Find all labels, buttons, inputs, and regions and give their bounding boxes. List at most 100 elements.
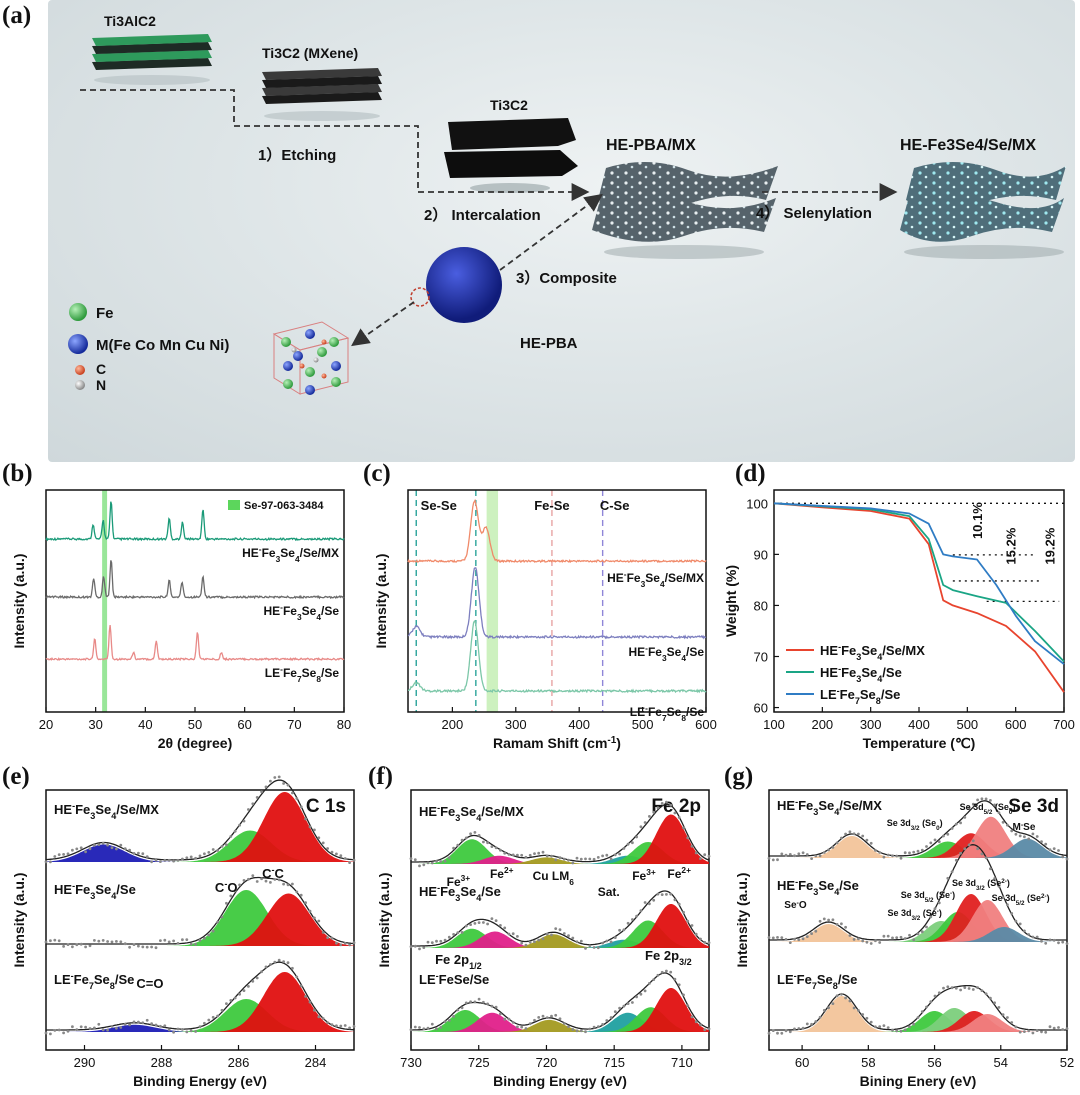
x-axis-title: Temperature (℃)	[863, 735, 976, 751]
data-point	[181, 1028, 184, 1031]
data-point	[1061, 855, 1065, 859]
data-point	[865, 940, 869, 944]
data-point	[537, 851, 541, 855]
fit-component	[46, 1024, 354, 1032]
data-point	[185, 938, 189, 941]
data-point	[304, 817, 307, 821]
data-point	[313, 916, 316, 920]
data-point	[579, 857, 583, 861]
data-point	[216, 1014, 220, 1018]
data-point	[942, 986, 945, 990]
data-point	[176, 858, 180, 862]
data-point	[874, 939, 877, 943]
data-point	[216, 849, 220, 852]
data-point	[571, 936, 575, 940]
data-point	[477, 921, 481, 924]
data-point	[503, 1017, 507, 1021]
data-point	[528, 1022, 532, 1026]
data-point	[554, 858, 558, 862]
synthesis-schematic: Ti3AlC2 Ti3C2 (MXene) Ti3C2 1）Etching 2）…	[48, 0, 1075, 462]
data-point	[891, 936, 894, 940]
data-point	[84, 1025, 87, 1029]
data-point	[1057, 1026, 1060, 1029]
data-point	[835, 923, 839, 926]
data-point	[844, 996, 847, 1000]
x-axis-title: 2θ (degree)	[158, 735, 232, 751]
data-point	[605, 1019, 609, 1022]
legend-label: HE-Fe3Se4/Se	[820, 664, 902, 684]
data-point	[137, 1020, 140, 1024]
data-point	[648, 902, 651, 906]
data-point	[456, 843, 460, 847]
data-point	[62, 853, 65, 856]
annotation-c-c: C-C	[262, 865, 284, 881]
data-point	[520, 1025, 524, 1029]
data-point	[176, 942, 180, 945]
data-point	[971, 839, 975, 843]
x-tick-label: 400	[908, 717, 930, 732]
data-point	[330, 850, 334, 854]
data-point	[273, 878, 277, 881]
data-point	[317, 1015, 321, 1019]
data-point	[119, 843, 123, 847]
data-point	[669, 892, 673, 896]
data-point	[882, 934, 886, 938]
data-point	[220, 915, 224, 919]
data-point	[115, 847, 118, 851]
data-point	[207, 851, 211, 854]
data-point	[418, 1026, 421, 1029]
data-point	[220, 1008, 224, 1012]
data-point	[520, 853, 524, 857]
data-point	[571, 1028, 575, 1031]
data-point	[882, 1024, 886, 1027]
data-point	[413, 858, 417, 862]
x-tick-label: 200	[811, 717, 833, 732]
data-point	[579, 939, 583, 943]
fit-component	[46, 844, 354, 862]
data-point	[291, 966, 294, 970]
data-point	[211, 848, 215, 851]
data-point	[101, 939, 105, 942]
data-point	[1018, 834, 1022, 838]
data-point	[609, 940, 613, 944]
x-axis-title: Bining Enery (eV)	[860, 1073, 977, 1089]
data-point	[181, 938, 184, 942]
fit-component	[769, 836, 1067, 858]
x-tick-label: 300	[505, 717, 527, 732]
data-point	[541, 850, 545, 854]
panel-letter-f: (f)	[368, 763, 393, 790]
schematic-drawing: Ti3AlC2 Ti3C2 (MXene) Ti3C2 1）Etching 2）…	[68, 13, 1066, 395]
data-point	[335, 941, 338, 945]
legend-fe-ball	[69, 303, 87, 321]
annotation-se-se: Se-Se	[421, 498, 457, 513]
data-point	[1052, 1026, 1056, 1030]
data-point	[618, 852, 621, 856]
data-point	[203, 1021, 206, 1025]
data-point	[203, 936, 206, 940]
x-tick-label: 286	[228, 1055, 250, 1070]
data-point	[533, 940, 536, 943]
data-point	[895, 854, 899, 858]
panel-letter-b: (b)	[2, 460, 33, 487]
data-point	[528, 853, 532, 857]
data-point	[1027, 1029, 1031, 1033]
data-point	[767, 936, 771, 939]
data-point	[618, 1006, 621, 1010]
data-point	[456, 1008, 460, 1012]
data-point	[473, 831, 477, 834]
data-point	[172, 859, 176, 863]
data-point	[194, 856, 198, 860]
data-point	[225, 1002, 228, 1005]
data-point	[575, 940, 579, 944]
legend-n-label: N	[96, 377, 106, 393]
data-point	[554, 927, 558, 930]
data-point	[997, 811, 1001, 814]
data-point	[784, 938, 788, 941]
data-point	[409, 1028, 413, 1032]
x-tick-label: 30	[88, 717, 102, 732]
x-tick-label: 80	[337, 717, 351, 732]
fit-envelope	[411, 890, 710, 947]
data-point	[818, 854, 822, 858]
data-point	[805, 935, 809, 938]
x-tick-label: 700	[1053, 717, 1075, 732]
